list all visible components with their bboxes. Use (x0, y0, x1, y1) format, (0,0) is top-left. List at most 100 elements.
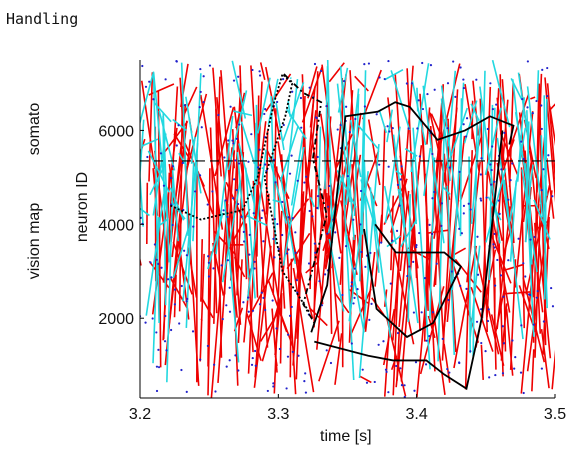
cyan-trajectory-segment (423, 147, 432, 196)
red-trajectory-segment (505, 308, 514, 376)
spike-dot (348, 130, 351, 134)
spike-dot (494, 284, 497, 287)
spike-dot (207, 255, 210, 258)
spike-dot (373, 380, 376, 384)
spike-dot (226, 215, 229, 218)
cyan-trajectory-segment (233, 110, 253, 117)
spike-dot (265, 169, 268, 172)
cyan-trajectory-segment (227, 90, 248, 171)
spike-dot (155, 258, 158, 261)
red-trajectory-segment (231, 208, 251, 244)
spike-dot (491, 108, 494, 111)
cyan-trajectory-segment (411, 80, 427, 146)
red-trajectory-segment (210, 147, 233, 398)
red-trajectory-segment (148, 83, 175, 96)
spike-dot (231, 139, 234, 142)
spike-dot (313, 242, 316, 245)
spike-dot (225, 304, 228, 307)
red-trajectory-segment (209, 127, 218, 314)
spike-dot (354, 117, 357, 121)
spike-dot (170, 276, 173, 279)
spike-dot (535, 99, 538, 103)
spike-dot (540, 188, 543, 192)
red-trajectory-segment (286, 232, 311, 270)
spike-dot (400, 384, 404, 387)
spike-dot (281, 78, 285, 81)
red-trajectory-segment (480, 344, 485, 380)
red-trajectory-segment (380, 126, 386, 243)
spike-dot (286, 355, 290, 358)
red-trajectory-segment (508, 94, 530, 152)
spike-dot (202, 75, 205, 78)
spike-dot (396, 331, 400, 335)
spike-dot (281, 233, 284, 237)
spike-dot (248, 233, 251, 236)
spike-dot (299, 96, 303, 100)
spike-dot (352, 302, 355, 305)
spike-dot (377, 343, 380, 346)
spike-dot (499, 274, 503, 277)
red-trajectory-segment (173, 274, 177, 318)
spike-dot (502, 342, 505, 345)
spike-dot (155, 389, 159, 393)
cyan-trajectory-segment (145, 193, 165, 316)
spike-dot (511, 162, 514, 165)
spike-dot (475, 320, 479, 323)
spike-dot (446, 367, 449, 371)
spike-dot (228, 286, 231, 289)
spike-dot (528, 293, 532, 297)
spike-dot (214, 390, 217, 393)
spike-dot (423, 276, 427, 280)
spike-dot (410, 82, 414, 85)
spike-dot (415, 244, 418, 247)
spike-dot (532, 323, 536, 326)
spike-dot (487, 308, 490, 311)
cyan-trajectory-segment (238, 143, 255, 203)
spike-dot (491, 145, 494, 148)
cyan-trajectory-segment (192, 73, 202, 242)
spike-dot (514, 356, 517, 359)
spike-dot (495, 103, 498, 106)
cyan-trajectory-segment (370, 193, 392, 338)
spike-dot (228, 310, 232, 313)
spike-dot (291, 350, 294, 353)
x-axis-label: time [s] (320, 428, 372, 445)
spike-dot (469, 350, 472, 353)
spike-dot (458, 170, 461, 173)
spike-dot (247, 160, 250, 163)
spike-dot (391, 127, 394, 130)
spike-dot (308, 86, 311, 89)
spike-dot (199, 358, 202, 361)
cyan-trajectory-segment (526, 86, 544, 218)
red-trajectory-segment (305, 261, 319, 274)
spike-dot (399, 367, 402, 370)
spike-dot (258, 303, 262, 306)
spike-dot (431, 232, 434, 236)
spike-dot (450, 270, 453, 273)
x-tick-label: 3.2 (129, 406, 151, 423)
red-trajectory-segment (479, 98, 489, 333)
spike-dot (160, 266, 163, 269)
spike-dot (288, 314, 292, 317)
spike-dot (524, 275, 527, 278)
spike-dot (369, 251, 372, 255)
spike-dot (469, 208, 472, 211)
spike-dot (408, 265, 411, 268)
spike-dot (480, 308, 483, 311)
red-trajectory-segment (140, 80, 156, 169)
red-trajectory-segment (313, 71, 319, 328)
spike-dot (304, 372, 307, 375)
cyan-trajectory-segment (272, 199, 282, 204)
red-trajectory-segment (328, 62, 345, 83)
red-trajectory-segment (334, 333, 343, 385)
red-trajectory-segment (167, 139, 192, 334)
red-trajectory-segment (354, 75, 369, 92)
spike-dot (359, 223, 362, 226)
spike-dot (151, 317, 154, 320)
spike-dot (454, 95, 457, 98)
red-trajectory-segment (546, 83, 555, 184)
cyan-trajectory-segment (526, 164, 534, 210)
spike-dot (415, 246, 418, 249)
spike-dot (202, 100, 205, 104)
red-trajectory-segment (275, 302, 295, 350)
